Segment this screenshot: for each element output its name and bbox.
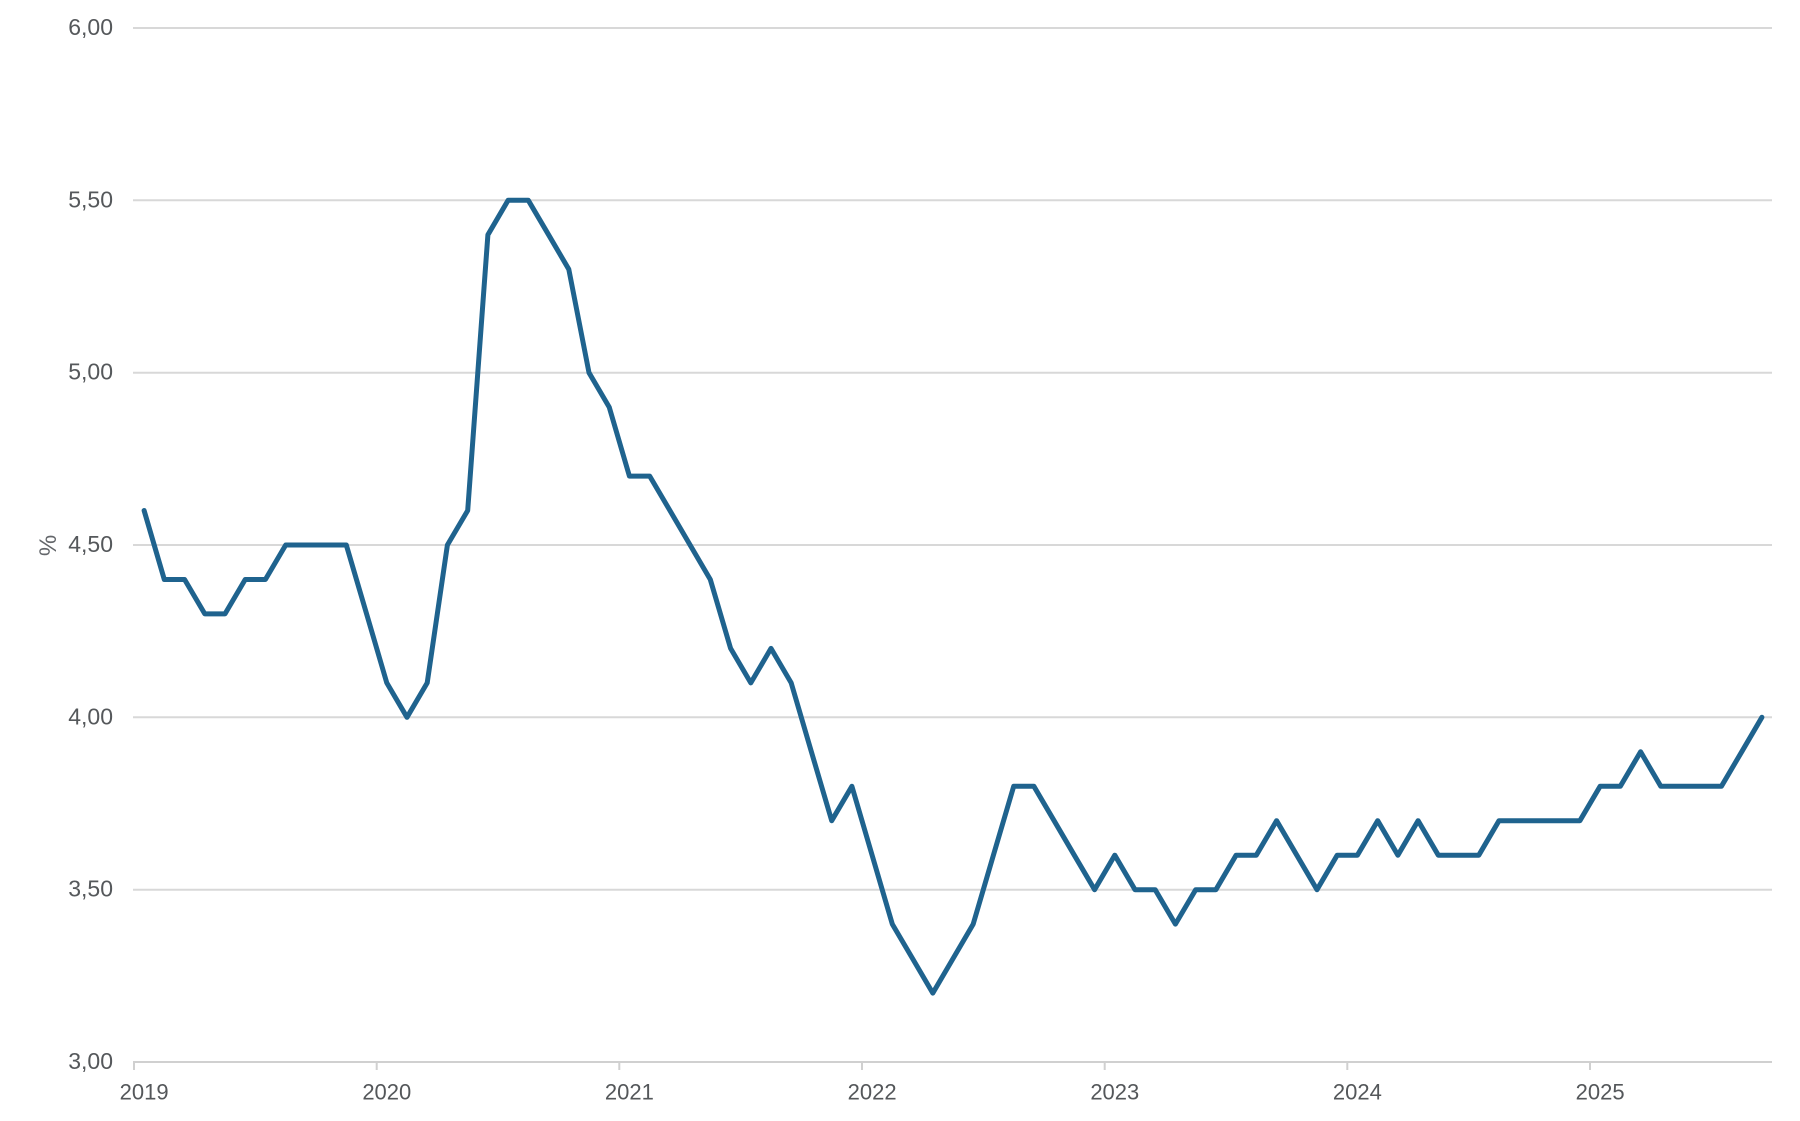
svg-text:2022: 2022 [848, 1080, 897, 1105]
svg-text:2019: 2019 [120, 1080, 169, 1105]
svg-text:5,50: 5,50 [68, 186, 113, 212]
svg-text:4,00: 4,00 [68, 703, 113, 729]
svg-text:2021: 2021 [605, 1080, 654, 1105]
svg-text:%: % [35, 535, 62, 556]
svg-text:3,00: 3,00 [68, 1048, 113, 1074]
svg-text:4,50: 4,50 [68, 531, 113, 557]
svg-text:6,00: 6,00 [68, 14, 113, 40]
svg-text:2024: 2024 [1333, 1080, 1382, 1105]
svg-text:2020: 2020 [362, 1080, 411, 1105]
svg-text:5,00: 5,00 [68, 359, 113, 385]
svg-text:2025: 2025 [1576, 1080, 1625, 1105]
svg-text:3,50: 3,50 [68, 876, 113, 902]
svg-text:2023: 2023 [1090, 1080, 1139, 1105]
